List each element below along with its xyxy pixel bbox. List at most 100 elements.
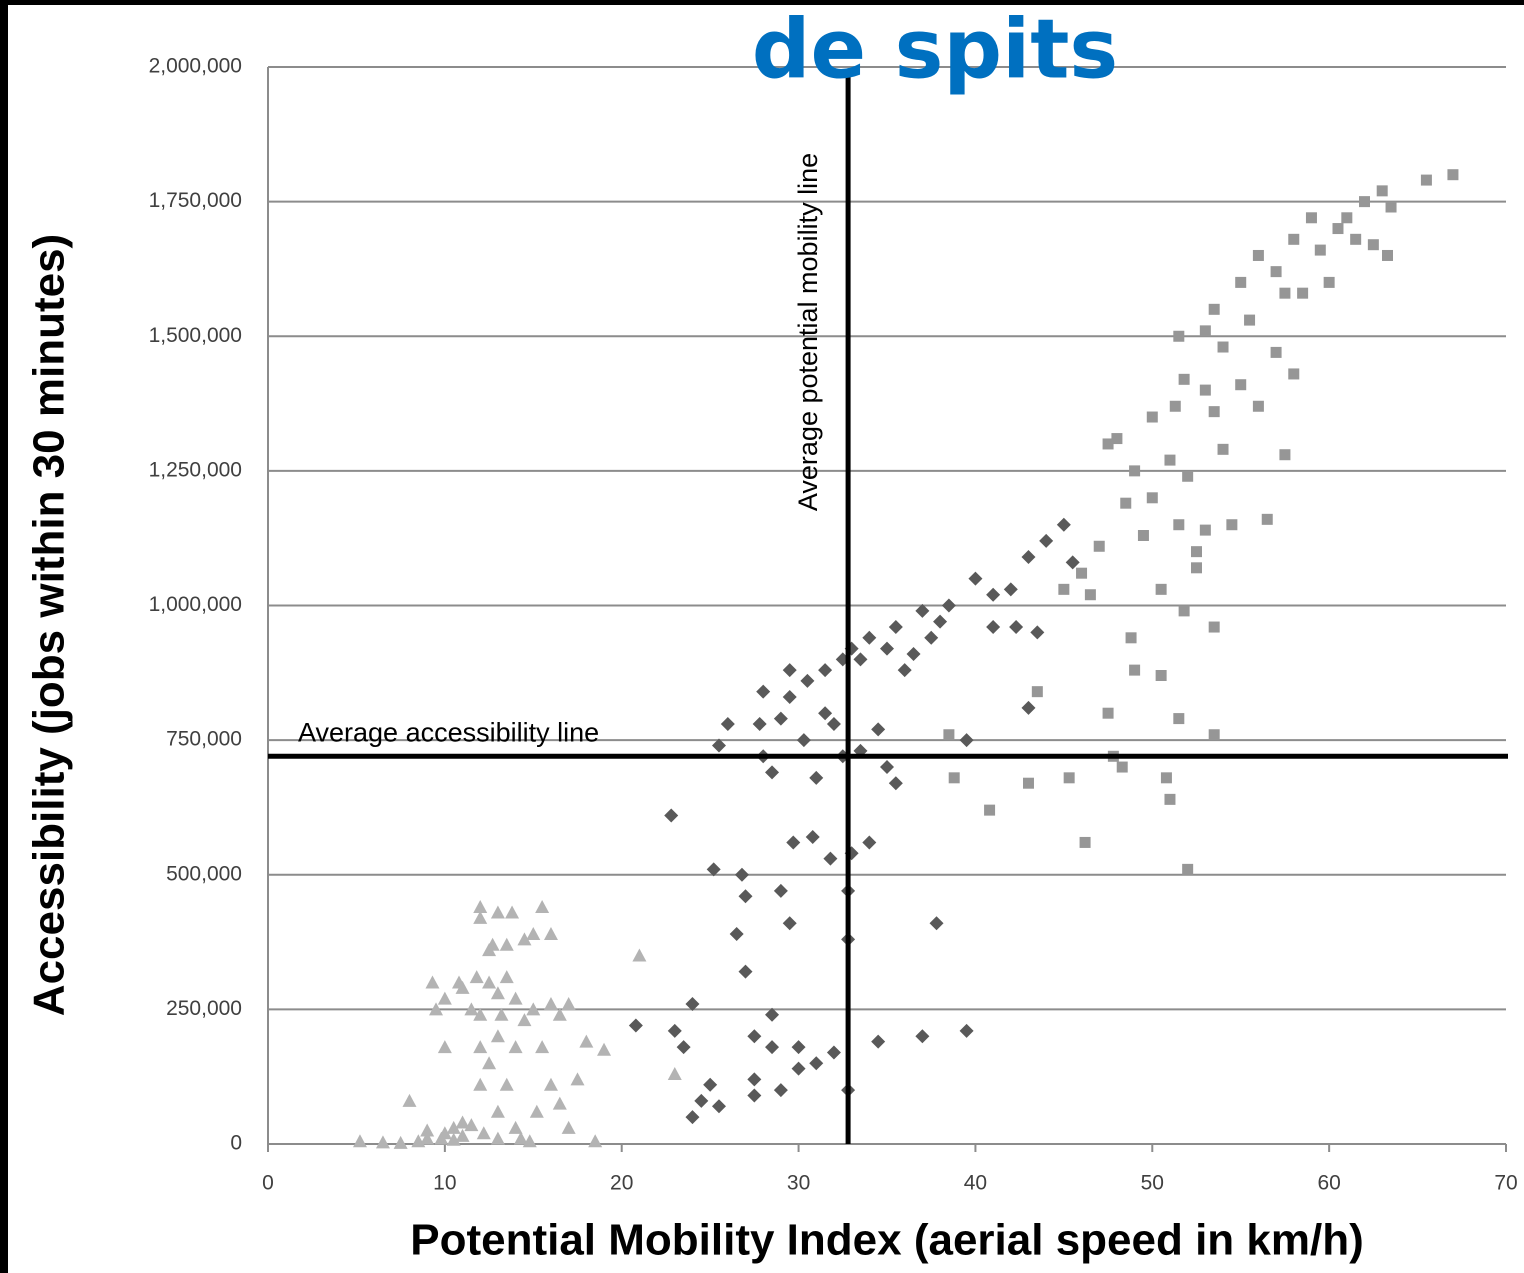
point xyxy=(1164,793,1176,805)
point xyxy=(1058,583,1070,595)
point xyxy=(473,910,488,924)
point xyxy=(579,1034,594,1048)
point xyxy=(1009,620,1024,635)
point xyxy=(853,652,868,667)
point xyxy=(490,1029,505,1043)
point xyxy=(1341,212,1353,224)
point xyxy=(667,1066,682,1080)
point xyxy=(455,1128,470,1142)
point xyxy=(393,1135,408,1149)
point xyxy=(1270,266,1282,278)
point xyxy=(455,980,470,994)
point xyxy=(1079,836,1091,848)
point xyxy=(1111,433,1123,445)
point xyxy=(552,1096,567,1110)
frame-left xyxy=(0,0,8,1273)
point xyxy=(508,991,523,1005)
point xyxy=(1252,249,1264,261)
point xyxy=(929,916,944,931)
point xyxy=(1447,169,1459,181)
point xyxy=(508,1040,523,1054)
point xyxy=(1235,276,1247,288)
point xyxy=(782,690,797,705)
point xyxy=(948,772,960,784)
point xyxy=(561,1120,576,1134)
point xyxy=(522,1134,537,1148)
point xyxy=(1116,761,1128,773)
point xyxy=(1164,454,1176,466)
point xyxy=(703,1077,718,1092)
point xyxy=(685,996,700,1011)
y-tick-label: 750,000 xyxy=(166,728,242,751)
point xyxy=(791,1040,806,1055)
point xyxy=(375,1135,390,1149)
point xyxy=(505,905,520,919)
point xyxy=(756,684,771,699)
point xyxy=(664,808,679,823)
point xyxy=(1208,621,1220,633)
point xyxy=(490,905,505,919)
point xyxy=(1235,379,1247,391)
point xyxy=(494,1007,509,1021)
x-tick-label: 20 xyxy=(610,1172,633,1195)
point xyxy=(1208,303,1220,315)
point xyxy=(959,1023,974,1038)
point xyxy=(1178,605,1190,617)
point xyxy=(1022,777,1034,789)
point xyxy=(1102,707,1114,719)
point xyxy=(968,571,983,586)
point xyxy=(570,1072,585,1086)
point xyxy=(1199,325,1211,337)
point xyxy=(455,1115,470,1129)
point xyxy=(1031,686,1043,698)
point xyxy=(482,1056,497,1070)
point xyxy=(1305,212,1317,224)
point xyxy=(490,1104,505,1118)
point xyxy=(791,1061,806,1076)
point xyxy=(588,1134,603,1148)
point xyxy=(800,673,815,688)
point xyxy=(446,1120,461,1134)
point xyxy=(880,641,894,656)
point xyxy=(738,964,753,979)
point xyxy=(473,900,488,914)
point xyxy=(482,975,497,989)
point xyxy=(782,663,797,678)
point xyxy=(1178,373,1190,385)
point xyxy=(1288,233,1300,245)
point xyxy=(597,1042,612,1056)
point xyxy=(720,716,735,731)
frame-top xyxy=(0,0,1524,5)
point xyxy=(1021,700,1036,715)
y-tick-label: 250,000 xyxy=(166,997,242,1020)
y-tick-label: 1,500,000 xyxy=(149,324,242,347)
point xyxy=(1350,233,1362,245)
point xyxy=(959,733,974,748)
point xyxy=(1199,384,1211,396)
point xyxy=(734,867,749,882)
point xyxy=(476,1126,491,1140)
point xyxy=(1173,330,1185,342)
point xyxy=(943,729,955,741)
chart-title: de spits xyxy=(752,2,1118,97)
point xyxy=(676,1040,691,1055)
point xyxy=(517,1013,532,1027)
point xyxy=(529,1104,544,1118)
point xyxy=(1182,863,1194,875)
x-axis-title: Potential Mobility Index (aerial speed i… xyxy=(410,1216,1364,1265)
point xyxy=(473,1077,488,1091)
point xyxy=(1297,287,1309,299)
point xyxy=(526,926,541,940)
point xyxy=(729,926,744,941)
point xyxy=(1261,513,1273,525)
point xyxy=(694,1093,709,1108)
point xyxy=(941,598,956,613)
point xyxy=(543,996,558,1010)
point xyxy=(773,883,788,898)
point xyxy=(706,862,721,877)
point xyxy=(1244,314,1256,326)
point xyxy=(747,1072,762,1087)
point xyxy=(765,1040,780,1055)
point xyxy=(1226,519,1238,531)
